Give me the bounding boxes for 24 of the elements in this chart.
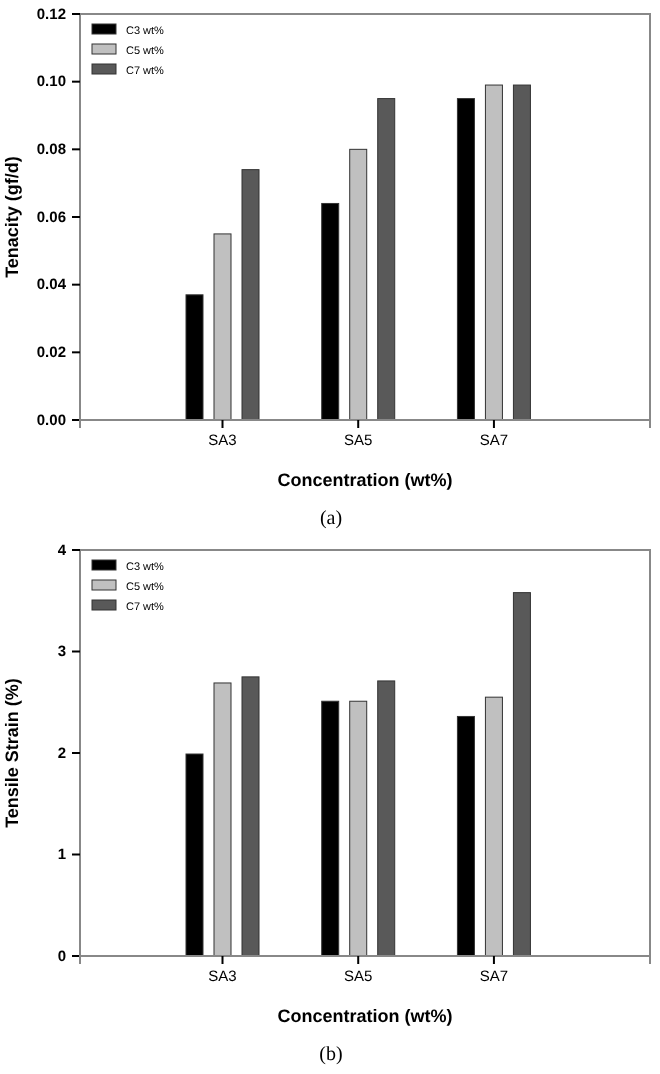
x-axis-title: Concentration (wt%) [277,1006,453,1026]
bar [349,700,368,957]
bar [241,676,260,957]
bar [456,715,475,957]
bar [377,680,396,957]
text: (b) [319,1044,343,1066]
bar [185,753,204,957]
bar [213,233,232,421]
bar [185,294,204,421]
bar [377,98,396,421]
bar [456,98,475,421]
bar [321,202,340,421]
bar [512,592,531,957]
bar [349,148,368,421]
bar [484,84,503,421]
bar [484,696,503,957]
y-axis-title: Tenacity (gf/d) [2,156,22,278]
x-axis-title: Concentration (wt%) [277,470,453,490]
bar [321,700,340,957]
text: (a) [319,508,343,530]
y-axis-title: Tensile Strain (%) [2,678,22,828]
bar [213,682,232,957]
bar [241,169,260,421]
bar [512,84,531,421]
